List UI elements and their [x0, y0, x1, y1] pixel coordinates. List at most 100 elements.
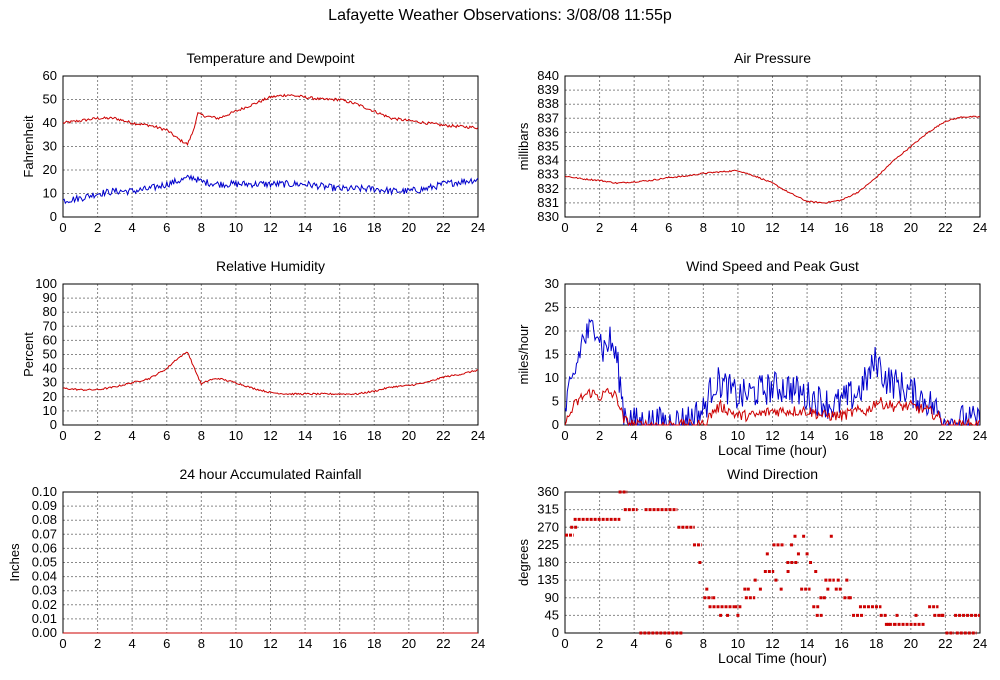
y-tick-label: 0.04	[32, 569, 57, 584]
y-tick-label: 315	[537, 502, 559, 517]
x-tick-label: 14	[800, 428, 814, 443]
y-axis-label: miles/hour	[516, 324, 531, 385]
x-tick-label: 18	[869, 428, 883, 443]
y-tick-label: 180	[537, 555, 559, 570]
y-tick-label: 834	[537, 153, 559, 168]
y-tick-label: 0	[552, 625, 559, 640]
x-tick-label: 14	[800, 220, 814, 235]
plot-frame	[564, 491, 981, 634]
y-tick-label: 0	[552, 417, 559, 432]
y-tick-label: 0.09	[32, 498, 57, 513]
y-tick-label: 0.07	[32, 526, 57, 541]
x-tick-label: 6	[665, 220, 672, 235]
y-tick-label: 30	[545, 276, 559, 291]
direction-point	[848, 596, 852, 600]
y-tick-label: 0	[50, 209, 57, 224]
x-tick-label: 24	[973, 636, 987, 651]
y-tick-label: 0.06	[32, 540, 57, 555]
x-tick-label: 14	[298, 636, 312, 651]
x-tick-label: 0	[59, 220, 66, 235]
x-tick-label: 8	[700, 220, 707, 235]
page-title: Lafayette Weather Observations: 3/08/08 …	[328, 7, 672, 24]
direction-point	[809, 561, 813, 564]
direction-point	[802, 534, 806, 538]
y-tick-label: 60	[43, 68, 57, 83]
direction-point	[940, 613, 944, 617]
direction-point	[886, 622, 890, 626]
x-tick-label: 12	[263, 428, 277, 443]
direction-point	[805, 552, 809, 556]
y-tick-label: 90	[545, 590, 559, 605]
x-tick-label: 4	[631, 636, 638, 651]
direction-point	[726, 613, 730, 617]
y-tick-label: 30	[43, 139, 57, 154]
chart-title: Relative Humidity	[216, 258, 325, 274]
x-tick-label: 18	[367, 220, 381, 235]
y-axis-label: Fahrenheit	[21, 115, 36, 178]
x-tick-label: 12	[263, 636, 277, 651]
y-tick-label: 80	[43, 304, 57, 319]
plot-frame	[62, 75, 479, 218]
y-tick-label: 15	[545, 347, 559, 362]
y-tick-label: 840	[537, 68, 559, 83]
y-tick-label: 40	[43, 115, 57, 130]
x-tick-label: 22	[436, 220, 450, 235]
y-tick-label: 0.08	[32, 512, 57, 527]
y-tick-label: 90	[43, 290, 57, 305]
y-tick-label: 225	[537, 537, 559, 552]
y-tick-label: 360	[537, 484, 559, 499]
y-tick-label: 20	[43, 162, 57, 177]
x-tick-label: 8	[700, 636, 707, 651]
series-line-red	[63, 93, 478, 146]
x-tick-label: 2	[596, 636, 603, 651]
direction-point	[753, 578, 757, 582]
y-axis-label: millibars	[516, 122, 531, 170]
x-tick-label: 12	[263, 220, 277, 235]
x-tick-label: 22	[436, 428, 450, 443]
direction-point	[793, 534, 797, 538]
x-axis-label: Local Time (hour)	[718, 442, 827, 458]
y-tick-label: 0	[50, 417, 57, 432]
y-tick-label: 70	[43, 318, 57, 333]
y-tick-label: 5	[552, 394, 559, 409]
x-tick-label: 4	[631, 428, 638, 443]
series-line-red	[63, 351, 478, 396]
x-tick-label: 10	[229, 636, 243, 651]
x-tick-label: 22	[436, 636, 450, 651]
direction-point	[779, 587, 783, 591]
x-tick-label: 24	[973, 428, 987, 443]
y-tick-label: 0.05	[32, 555, 57, 570]
x-tick-label: 8	[198, 220, 205, 235]
x-tick-label: 2	[94, 636, 101, 651]
x-tick-label: 0	[59, 428, 66, 443]
y-tick-label: 0.03	[32, 583, 57, 598]
direction-point	[705, 587, 709, 591]
x-tick-label: 6	[163, 220, 170, 235]
x-tick-label: 20	[402, 636, 416, 651]
x-tick-label: 0	[59, 636, 66, 651]
y-tick-label: 100	[35, 276, 57, 291]
y-tick-label: 0.00	[32, 625, 57, 640]
y-tick-label: 45	[545, 607, 559, 622]
x-tick-label: 24	[471, 636, 485, 651]
direction-point	[743, 587, 747, 591]
direction-point	[786, 570, 790, 574]
x-tick-label: 14	[298, 220, 312, 235]
y-tick-label: 832	[537, 181, 559, 196]
y-tick-label: 25	[545, 300, 559, 315]
x-tick-label: 22	[938, 220, 952, 235]
y-tick-label: 839	[537, 82, 559, 97]
x-tick-label: 0	[561, 220, 568, 235]
x-tick-label: 18	[869, 220, 883, 235]
direction-point	[845, 578, 849, 582]
y-tick-label: 830	[537, 209, 559, 224]
x-tick-label: 2	[94, 428, 101, 443]
chart-title: Wind Direction	[727, 466, 818, 482]
x-tick-label: 8	[198, 428, 205, 443]
x-tick-label: 10	[731, 220, 745, 235]
x-tick-label: 16	[834, 220, 848, 235]
y-tick-label: 30	[43, 375, 57, 390]
